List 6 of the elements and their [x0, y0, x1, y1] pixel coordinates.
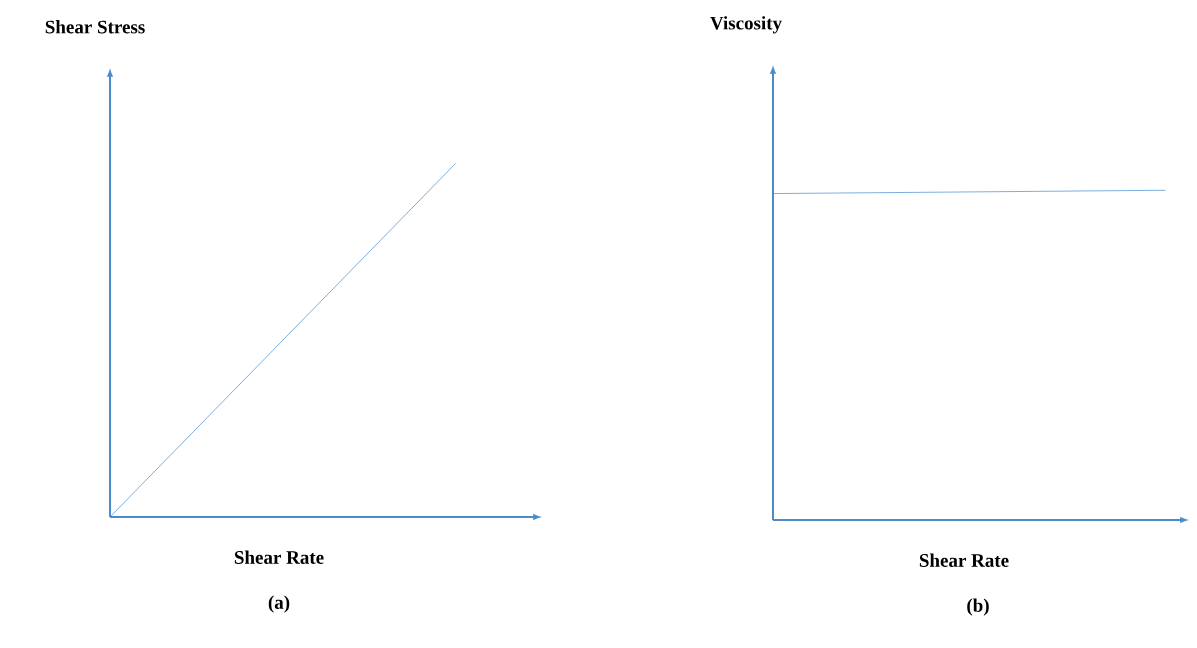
- text: (a): [268, 595, 290, 613]
- x-axis-title: Shear Rate: [234, 550, 324, 564]
- y-axis-title: Shear Stress: [45, 20, 145, 34]
- y-axis-title: Viscosity: [710, 16, 782, 34]
- x-axis-title: Shear Rate: [919, 553, 1009, 567]
- text: (b): [967, 598, 989, 616]
